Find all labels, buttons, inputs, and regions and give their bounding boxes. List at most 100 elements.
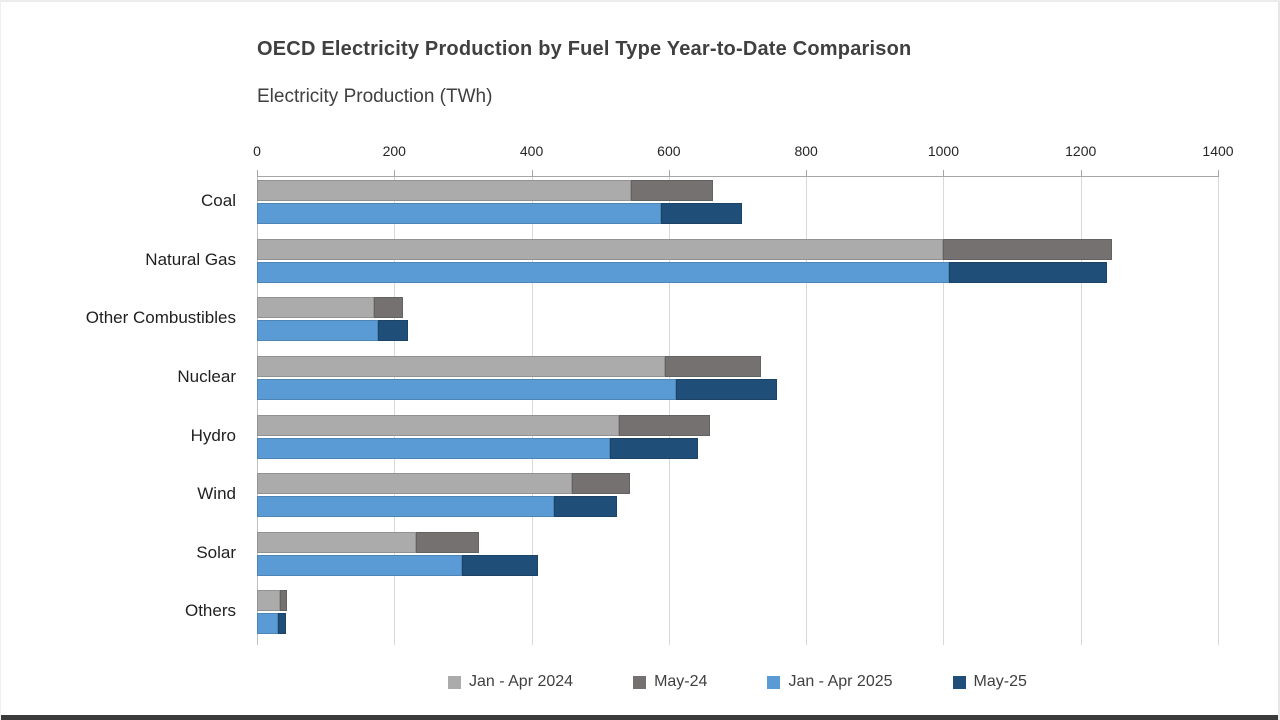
- bar-segment-may-24: [280, 590, 288, 612]
- legend-label: Jan - Apr 2024: [469, 673, 574, 690]
- x-axis-tick-label: 200: [382, 143, 406, 159]
- legend-swatch: [448, 675, 461, 689]
- bar-segment-jan-apr-2024: [257, 238, 944, 260]
- axis-tick-mark: [943, 170, 945, 177]
- bar-2024: [257, 297, 1218, 319]
- chart-row: [257, 177, 1218, 236]
- chart-row: [257, 470, 1218, 529]
- category-label: Solar: [196, 542, 236, 562]
- gridline: [1080, 177, 1082, 645]
- axis-tick-mark: [1080, 170, 1082, 177]
- plot-area: [257, 170, 1219, 646]
- category-label: Others: [184, 601, 236, 621]
- legend-item: Jan - Apr 2024: [448, 673, 573, 691]
- bar-segment-jan-apr-2025: [257, 203, 661, 224]
- bar-segment-jan-apr-2025: [257, 320, 378, 342]
- legend-item: May-24: [633, 673, 707, 691]
- bar-segment-may-25: [948, 261, 1107, 283]
- bar-segment-may-24: [664, 355, 761, 377]
- bar-pair: [257, 590, 1218, 636]
- category-label: Wind: [197, 484, 236, 504]
- bar-segment-may-25: [660, 203, 742, 224]
- bar-segment-jan-apr-2024: [257, 414, 619, 436]
- bar-2025: [257, 320, 1218, 342]
- bar-2025: [257, 261, 1218, 283]
- bottom-border-strip: [1, 715, 1278, 720]
- bar-segment-may-25: [609, 437, 698, 459]
- y-axis-category-labels: Coal Natural Gas Other Combustibles Nuclear…: [1, 176, 247, 645]
- x-axis-tick-label: 400: [519, 143, 544, 159]
- legend: Jan - Apr 2024 May-24 Jan - Apr 2025 May-25: [448, 673, 1027, 691]
- gridline: [531, 177, 533, 645]
- x-axis-tick-label: 800: [794, 143, 818, 159]
- gridline: [1218, 177, 1219, 645]
- x-axis-tick-labels: 0 200 400 600 800 1000 1200 1400: [253, 143, 1233, 163]
- category-label: Natural Gas: [145, 249, 236, 269]
- axis-tick-mark: [806, 170, 808, 177]
- bar-segment-jan-apr-2025: [257, 261, 949, 283]
- bar-2025: [257, 378, 1218, 400]
- bar-segment-jan-apr-2025: [257, 496, 554, 518]
- bar-pair: [257, 180, 1218, 226]
- chart-title: OECD Electricity Production by Fuel Type…: [257, 38, 912, 60]
- bar-segment-may-25: [676, 378, 777, 400]
- axis-tick-mark: [1218, 170, 1219, 177]
- gridline: [257, 177, 258, 645]
- legend-item: May-25: [952, 673, 1027, 691]
- chart-row: [257, 587, 1218, 646]
- legend-label: May-25: [973, 673, 1027, 690]
- bar-segment-jan-apr-2024: [257, 473, 573, 495]
- bar-segment-may-25: [278, 613, 286, 635]
- bar-2024: [257, 355, 1218, 377]
- x-axis-tick-label: 1400: [1202, 143, 1234, 159]
- bar-2024: [257, 414, 1218, 436]
- bar-segment-may-25: [377, 320, 408, 342]
- bar-segment-may-24: [618, 414, 711, 436]
- chart-row: [257, 236, 1218, 295]
- category-label: Nuclear: [177, 366, 236, 386]
- chart-row: [257, 294, 1218, 353]
- bar-2025: [257, 496, 1218, 518]
- gridline: [394, 177, 396, 645]
- gridline: [668, 177, 670, 645]
- bar-segment-jan-apr-2025: [257, 613, 279, 635]
- x-axis-tick-label: 600: [657, 143, 681, 159]
- bar-segment-jan-apr-2025: [257, 437, 610, 459]
- bar-segment-may-24: [943, 238, 1112, 260]
- x-axis-tick-label: 1200: [1065, 143, 1097, 159]
- bar-segment-jan-apr-2024: [257, 590, 281, 612]
- bar-segment-jan-apr-2024: [257, 531, 416, 553]
- gridline: [806, 177, 808, 645]
- legend-item: Jan - Apr 2025: [767, 673, 893, 691]
- legend-swatch: [633, 675, 647, 689]
- category-label: Other Combustibles: [85, 308, 236, 328]
- axis-tick-mark: [394, 170, 396, 177]
- bar-segment-may-24: [572, 473, 630, 495]
- bar-segment-may-25: [461, 554, 538, 576]
- x-axis-tick-label: 0: [253, 143, 261, 159]
- bar-segment-may-25: [553, 496, 617, 518]
- legend-label: Jan - Apr 2025: [788, 673, 893, 690]
- bar-pair: [257, 531, 1218, 578]
- bar-2025: [257, 203, 1218, 224]
- bar-segment-jan-apr-2025: [257, 554, 462, 576]
- legend-label: May-24: [654, 673, 708, 690]
- bar-pair: [257, 473, 1218, 519]
- bar-pair: [257, 238, 1218, 285]
- bar-pair: [257, 355, 1218, 402]
- chart-row: [257, 412, 1218, 471]
- bar-2025: [257, 437, 1218, 459]
- chart-row: [257, 529, 1218, 588]
- bar-pair: [257, 414, 1218, 461]
- bar-2024: [257, 590, 1218, 612]
- chart-row: [257, 353, 1218, 412]
- bar-2025: [257, 554, 1218, 576]
- bar-segment-may-24: [631, 180, 714, 201]
- axis-title: Electricity Production (TWh): [257, 86, 493, 107]
- category-label: Coal: [201, 191, 236, 210]
- bar-pair: [257, 297, 1218, 343]
- legend-swatch: [767, 675, 781, 689]
- bar-segment-may-24: [415, 531, 479, 553]
- bar-2024: [257, 531, 1218, 553]
